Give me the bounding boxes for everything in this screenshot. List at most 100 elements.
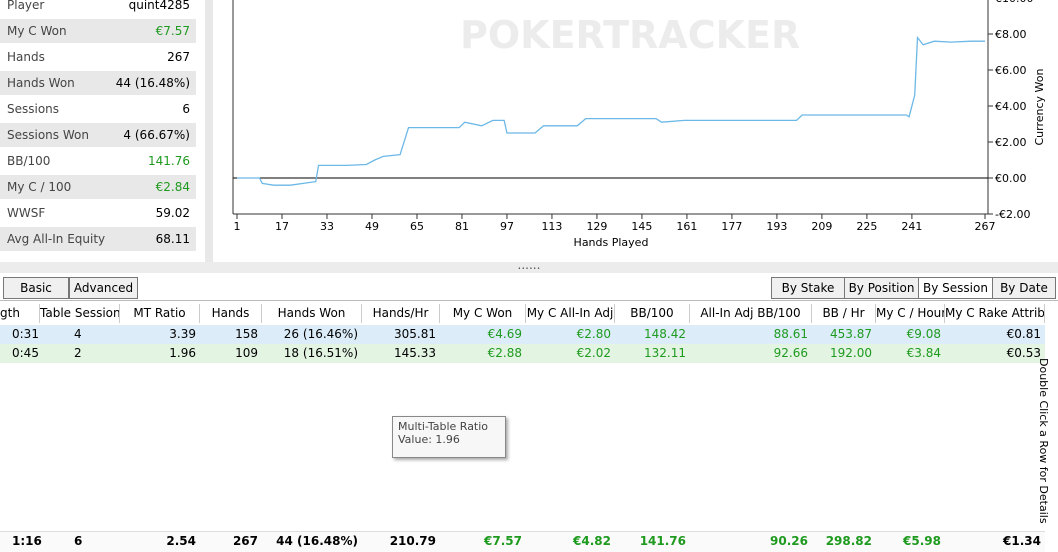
stat-label: Hands: [7, 50, 45, 64]
stat-label: Hands Won: [7, 76, 75, 90]
table-cell[interactable]: €4.69: [487, 327, 522, 341]
x-tick-label: 17: [275, 220, 289, 233]
y-tick-label: €4.00: [995, 100, 1027, 113]
column-header: All-In Adj BB/100: [690, 304, 812, 323]
table-cell[interactable]: 0:45: [12, 346, 39, 360]
table: gth Table Sessions MT Ratio Hands Hands Won H…: [0, 300, 1058, 552]
x-axis-label: Hands Played: [574, 236, 649, 249]
tab[interactable]: Basic: [3, 277, 69, 299]
stat-value: 44 (16.48%): [115, 76, 190, 90]
tab[interactable]: By Position: [844, 277, 919, 299]
stat-value: €2.84: [155, 180, 190, 194]
column-header: BB / Hr: [812, 304, 876, 323]
stat-label: My C Won: [7, 24, 67, 38]
stat-value: 141.76: [148, 154, 190, 168]
table-cell[interactable]: 0:31: [12, 327, 39, 341]
y-tick-label: -€2.00: [995, 208, 1030, 221]
table-cell[interactable]: 158: [235, 327, 258, 341]
column-header: Hands/Hr: [362, 304, 440, 323]
tab[interactable]: By Stake: [771, 277, 845, 299]
table-cell[interactable]: 141.76: [639, 534, 686, 548]
table-row[interactable]: [0, 325, 1045, 344]
x-tick-label: 209: [811, 220, 832, 233]
stat-row: My C Won €7.57: [0, 19, 196, 43]
column-header: MT Ratio: [120, 304, 200, 323]
x-tick-label: 193: [766, 220, 787, 233]
stat-label: Avg All-In Equity: [7, 232, 106, 246]
tooltip-value: Value: 1.96: [398, 433, 460, 446]
table-cell[interactable]: 92.66: [773, 346, 808, 360]
side-hint: Double Click a Row for Details: [1037, 358, 1050, 524]
table-cell[interactable]: 90.26: [770, 534, 808, 548]
table-cell[interactable]: 109: [235, 346, 258, 360]
table-cell[interactable]: 4: [74, 327, 82, 341]
column-header: Table Sessions: [40, 304, 120, 323]
stat-value: €7.57: [155, 24, 190, 38]
y-tick-label: €6.00: [995, 64, 1027, 77]
totals-row: [0, 531, 1045, 552]
tab[interactable]: By Session: [918, 277, 993, 299]
table-cell[interactable]: 88.61: [773, 327, 808, 341]
table-cell[interactable]: 267: [232, 534, 258, 548]
stat-value: 6: [182, 102, 190, 116]
stat-label: My C / 100: [7, 180, 72, 194]
table-cell[interactable]: 1:16: [12, 534, 42, 548]
tooltip: Multi-Table Ratio Value: 1.96: [392, 416, 506, 458]
column-header: My C Won: [440, 304, 526, 323]
table-cell[interactable]: €0.53: [1006, 346, 1041, 360]
table-cell[interactable]: €3.84: [906, 346, 941, 360]
table-row[interactable]: [0, 344, 1045, 363]
table-cell[interactable]: 298.82: [825, 534, 872, 548]
column-header: My C / Hour: [876, 304, 945, 323]
table-cell[interactable]: €4.82: [573, 534, 611, 548]
stat-row: Sessions Won 4 (66.67%): [0, 123, 196, 147]
table-cell[interactable]: 2: [74, 346, 82, 360]
table-cell[interactable]: €2.80: [576, 327, 611, 341]
table-cell[interactable]: 18 (16.51%): [283, 346, 358, 360]
x-tick-label: 1: [234, 220, 241, 233]
y-axis-label: Currency Won: [1033, 68, 1046, 145]
stat-row: Hands 267: [0, 45, 196, 69]
table-cell[interactable]: 210.79: [389, 534, 436, 548]
stat-row: My C / 100 €2.84: [0, 175, 196, 199]
x-tick-label: 241: [901, 220, 922, 233]
table-cell[interactable]: €9.08: [906, 327, 941, 341]
table-cell[interactable]: 192.00: [830, 346, 872, 360]
stat-row: Avg All-In Equity 68.11: [0, 227, 196, 251]
table-cell[interactable]: 1.96: [169, 346, 196, 360]
tab[interactable]: Advanced: [69, 277, 138, 299]
table-cell[interactable]: 2.54: [166, 534, 196, 548]
splitter: [205, 0, 213, 262]
column-header: Hands Won: [262, 304, 362, 323]
stat-value: 59.02: [155, 206, 190, 220]
stat-value: 267: [167, 50, 190, 64]
x-tick-label: 33: [320, 220, 334, 233]
table-cell[interactable]: €5.98: [903, 534, 941, 548]
table-cell[interactable]: 3.39: [169, 327, 196, 341]
table-cell[interactable]: €7.57: [484, 534, 522, 548]
x-tick-label: 129: [586, 220, 607, 233]
table-cell[interactable]: 145.33: [394, 346, 436, 360]
column-header: My C All-In Adj: [526, 304, 615, 323]
table-cell[interactable]: €2.02: [576, 346, 611, 360]
x-tick-label: 97: [500, 220, 514, 233]
table-cell[interactable]: 453.87: [830, 327, 872, 341]
table-cell[interactable]: 132.11: [644, 346, 686, 360]
table-cell[interactable]: €0.81: [1006, 327, 1041, 341]
tab[interactable]: By Date: [992, 277, 1056, 299]
table-cell[interactable]: 305.81: [394, 327, 436, 341]
table-cell[interactable]: €1.34: [1003, 534, 1041, 548]
x-tick-label: 113: [541, 220, 562, 233]
column-header: gth: [0, 304, 40, 323]
table-cell[interactable]: €2.88: [487, 346, 522, 360]
x-tick-label: 161: [676, 220, 697, 233]
resize-handle[interactable]: ......: [0, 259, 1058, 273]
table-cell[interactable]: 26 (16.46%): [283, 327, 358, 341]
table-cell[interactable]: 148.42: [644, 327, 686, 341]
table-cell[interactable]: 6: [74, 534, 83, 548]
table-cell[interactable]: 44 (16.48%): [276, 534, 358, 548]
x-tick-label: 145: [631, 220, 652, 233]
tooltip-title: Multi-Table Ratio: [398, 420, 489, 433]
stat-label: Sessions: [7, 102, 60, 116]
